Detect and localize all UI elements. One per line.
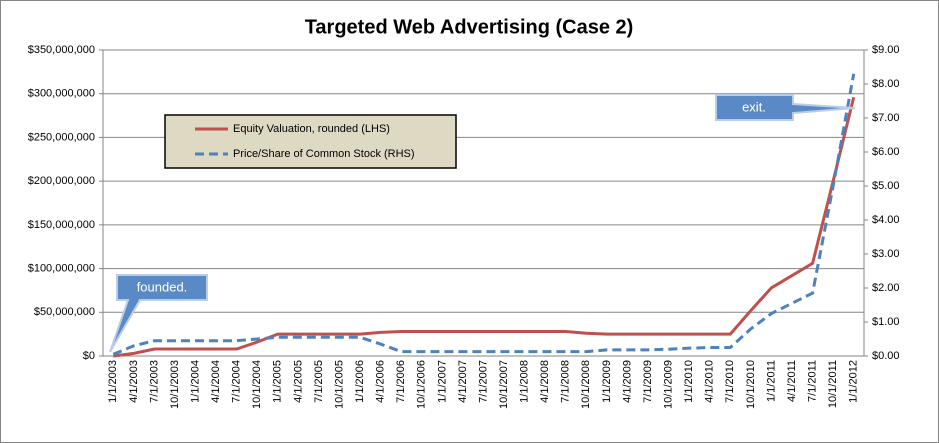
x-tick-label: 4/1/2004 <box>210 360 222 403</box>
x-tick-label: 4/1/2005 <box>292 360 304 403</box>
exit-callout <box>715 94 856 121</box>
x-tick-label: 1/1/2005 <box>272 360 284 403</box>
x-tick-label: 7/1/2007 <box>477 360 489 403</box>
x-tick-label: 4/1/2006 <box>375 360 387 403</box>
chart-title: Targeted Web Advertising (Case 2) <box>305 16 634 38</box>
x-tick-label: 7/1/2004 <box>231 360 243 403</box>
founded-callout <box>109 274 208 353</box>
x-tick-label: 7/1/2009 <box>642 360 654 403</box>
x-tick-label: 7/1/2008 <box>560 360 572 403</box>
annotation: exit. <box>742 99 766 114</box>
x-tick-label: 7/1/2003 <box>148 360 160 403</box>
y2-tick-label: $8.00 <box>872 78 900 90</box>
x-tick-label: 10/1/2003 <box>169 360 181 409</box>
x-tick-label: 1/1/2003 <box>107 360 119 403</box>
y2-tick-label: $7.00 <box>872 112 900 124</box>
y2-tick-label: $3.00 <box>872 248 900 260</box>
legend-box <box>164 114 457 169</box>
y-tick-label: $300,000,000 <box>28 88 95 100</box>
y-tick-label: $100,000,000 <box>28 262 95 274</box>
x-tick-label: 1/1/2008 <box>519 360 531 403</box>
x-tick-label: 1/1/2007 <box>436 360 448 403</box>
x-tick-label: 10/1/2009 <box>663 360 675 409</box>
x-tick-label: 1/1/2010 <box>683 360 695 403</box>
x-tick-label: 7/1/2011 <box>806 360 818 402</box>
x-tick-label: 4/1/2007 <box>457 360 469 403</box>
y-tick-label: $250,000,000 <box>28 131 95 143</box>
x-tick-label: 7/1/2010 <box>724 360 736 403</box>
y2-tick-label: $4.00 <box>872 214 900 226</box>
y-tick-label: $50,000,000 <box>34 306 95 318</box>
x-tick-label: 10/1/2004 <box>251 360 263 409</box>
x-tick-label: 1/1/2004 <box>189 360 201 403</box>
x-tick-label: 4/1/2011 <box>786 360 798 402</box>
x-tick-label: 1/1/2006 <box>354 360 366 403</box>
x-tick-label: 7/1/2006 <box>395 360 407 403</box>
y2-tick-label: $5.00 <box>872 180 900 192</box>
series-line <box>113 96 856 358</box>
x-tick-label: 1/1/2009 <box>601 360 613 403</box>
x-tick-label: 4/1/2003 <box>128 360 140 403</box>
x-tick-label: 10/1/2011 <box>827 360 839 408</box>
y-tick-label: $150,000,000 <box>28 219 95 231</box>
x-tick-label: 10/1/2005 <box>333 360 345 409</box>
x-tick-label: 10/1/2006 <box>416 360 428 409</box>
x-tick-label: 4/1/2009 <box>621 360 633 403</box>
y2-tick-label: $1.00 <box>872 316 900 328</box>
y2-tick-label: $0.00 <box>872 350 900 362</box>
legend-label: Price/Share of Common Stock (RHS) <box>233 148 415 160</box>
legend-label: Equity Valuation, rounded (LHS) <box>233 123 390 135</box>
y-tick-label: $200,000,000 <box>28 175 95 187</box>
x-tick-label: 4/1/2010 <box>704 360 716 403</box>
x-tick-label: 10/1/2007 <box>498 360 510 409</box>
y2-tick-label: $2.00 <box>872 282 900 294</box>
y2-tick-label: $6.00 <box>872 146 900 158</box>
x-tick-label: 1/1/2011 <box>765 360 777 402</box>
annotation: founded. <box>137 279 188 294</box>
x-tick-label: 4/1/2008 <box>539 360 551 403</box>
x-tick-label: 1/1/2012 <box>848 360 860 403</box>
series-line <box>112 73 856 356</box>
y-tick-label: $350,000,000 <box>28 44 95 56</box>
x-tick-label: 7/1/2005 <box>313 360 325 403</box>
y-tick-label: $0 <box>83 350 95 362</box>
y2-tick-label: $9.00 <box>872 44 900 56</box>
x-tick-label: 10/1/2010 <box>745 360 757 409</box>
x-tick-label: 10/1/2008 <box>580 360 592 409</box>
